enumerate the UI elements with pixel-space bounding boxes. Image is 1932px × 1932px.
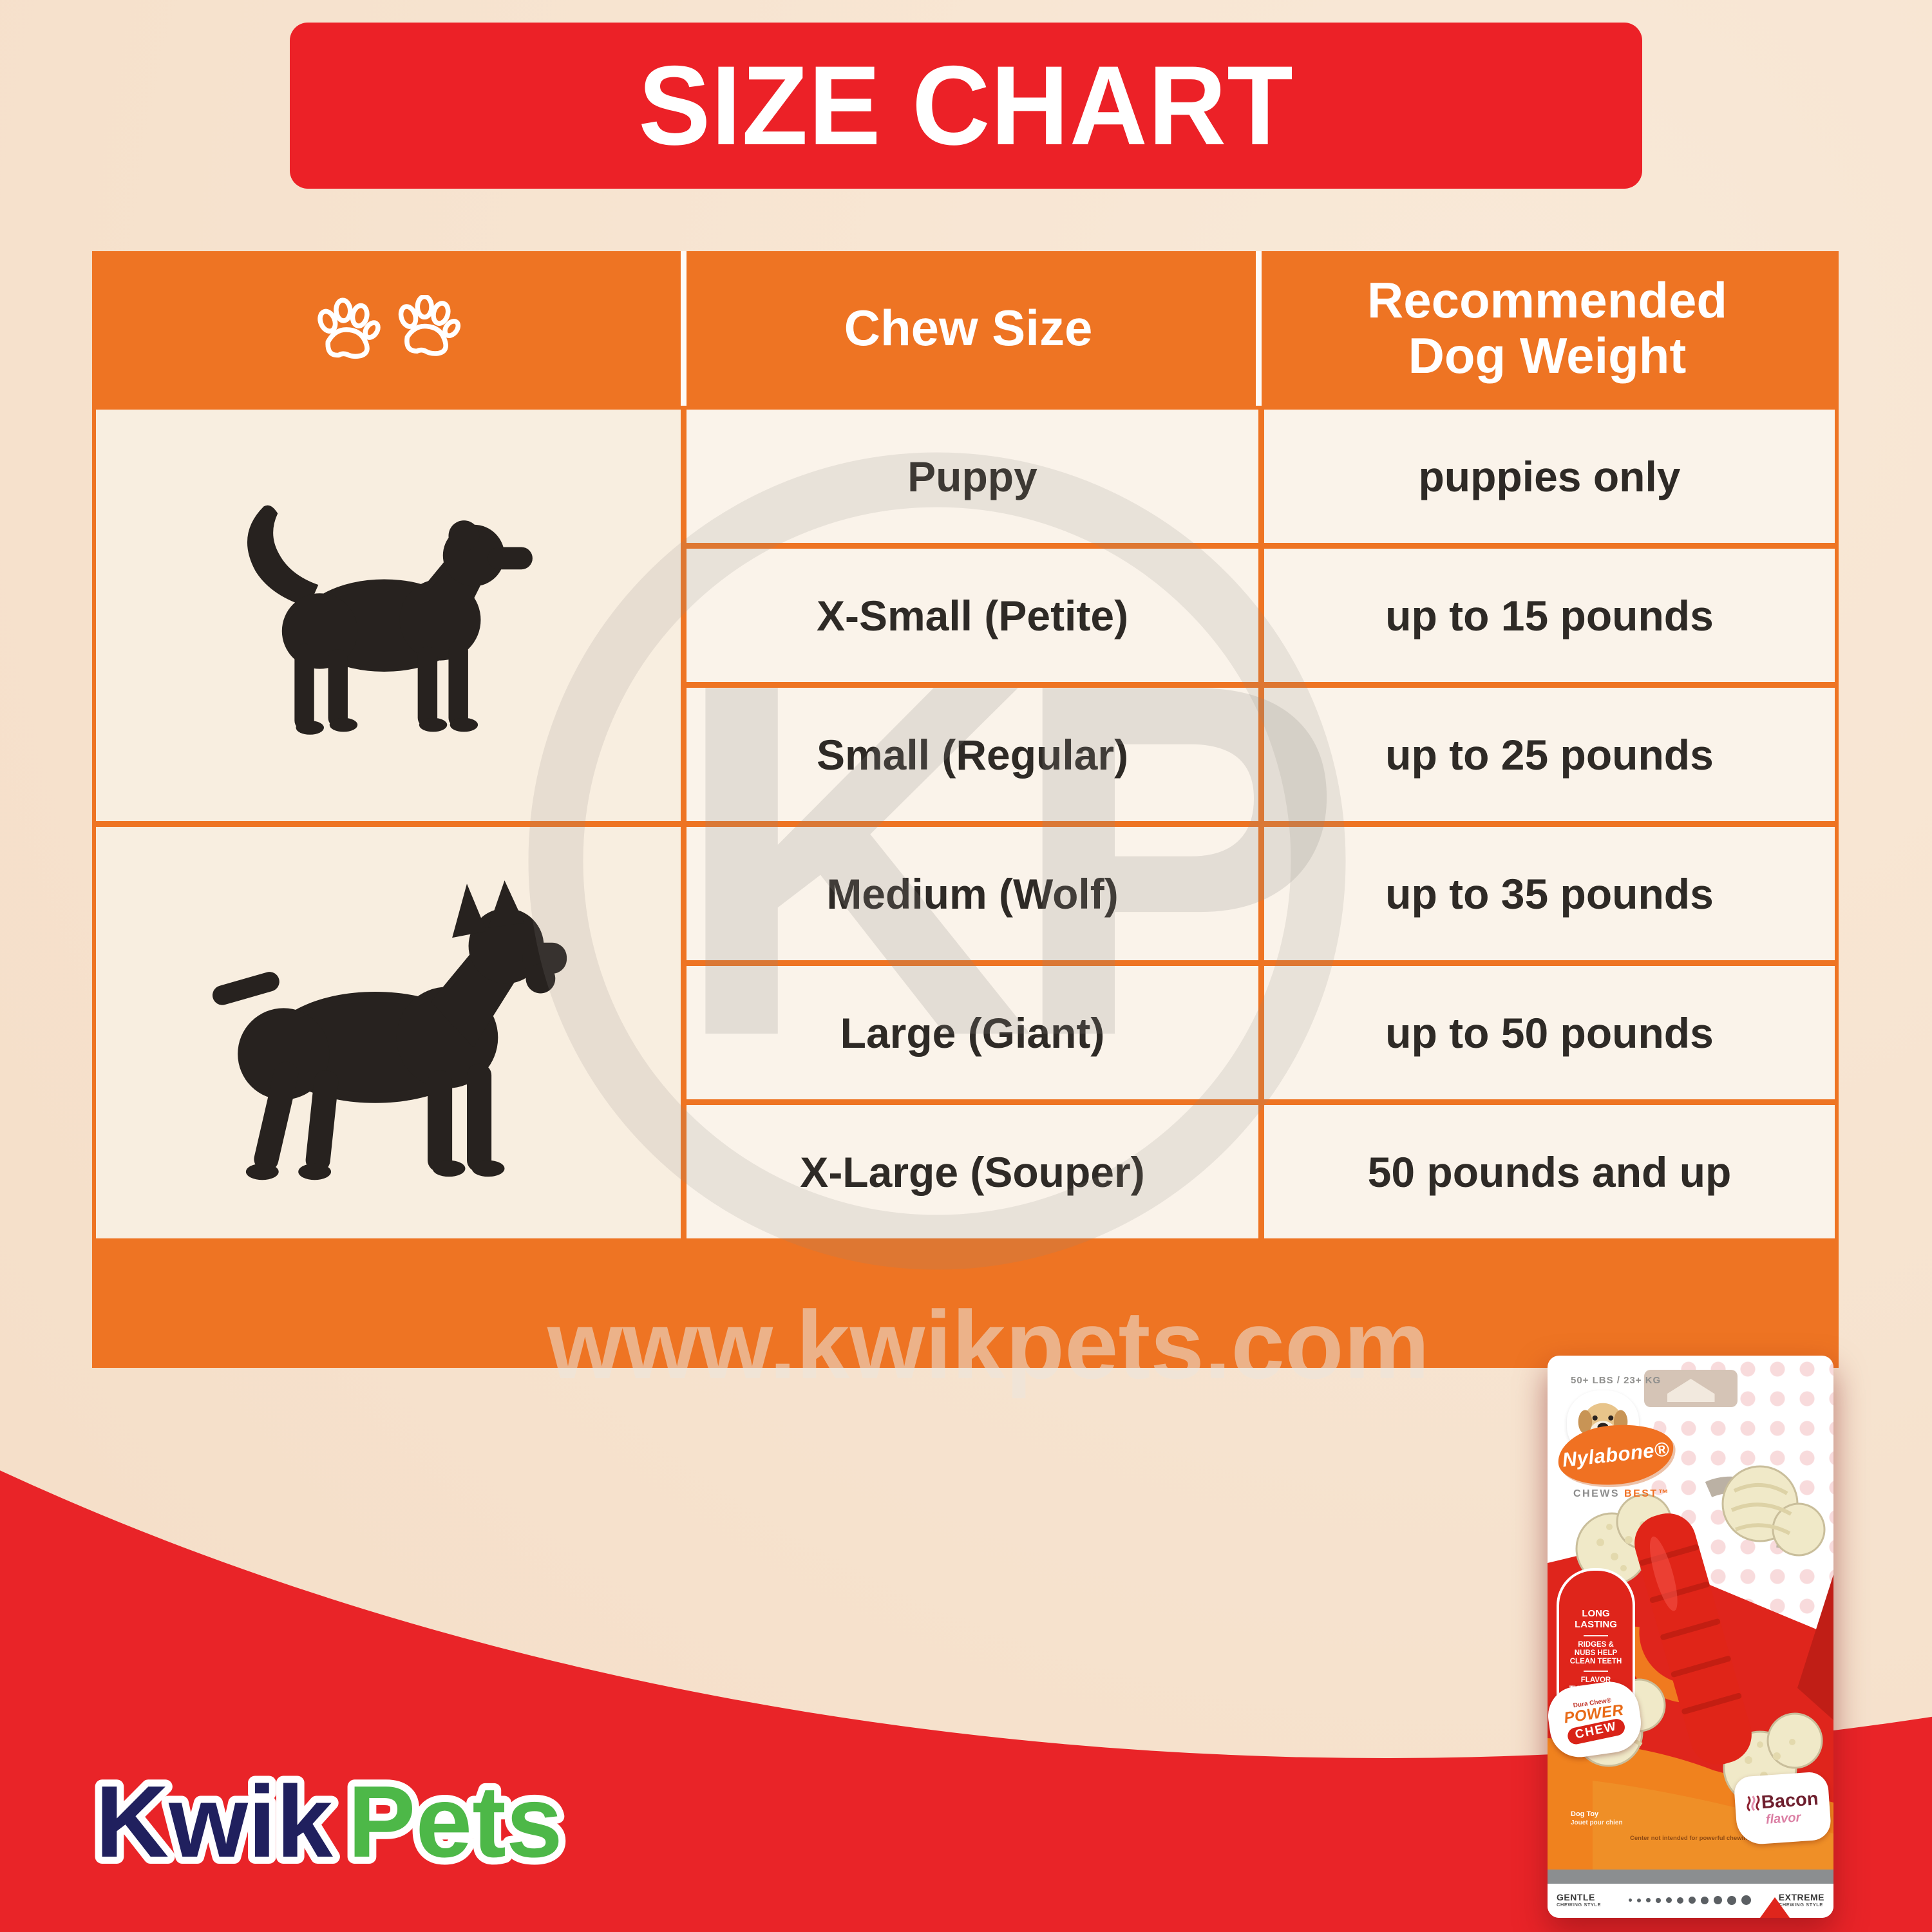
bacon-flavor-badge: Bacon flavor	[1733, 1771, 1832, 1846]
chew-size-cell: X-Large (Souper)	[687, 1105, 1258, 1238]
dog-weight-cell: up to 50 pounds	[1264, 966, 1835, 1099]
logo-pets: Pets	[348, 1765, 563, 1879]
table-header-row: Chew Size Recommended Dog Weight	[92, 251, 1839, 406]
gentle-label: GENTLE CHEWING STYLE	[1557, 1891, 1602, 1908]
title-banner: SIZE CHART	[290, 23, 1642, 189]
large-dog-icon	[212, 880, 567, 1180]
nylabone-product-card: 50+ LBS / 23+ KG Nylabone® CHEWS BEST™ L…	[1548, 1356, 1833, 1918]
logo-kwik: Kwik	[95, 1765, 334, 1879]
chew-scale-dots	[1628, 1895, 1751, 1905]
header-cell-paws	[92, 251, 681, 406]
bacon-label: Bacon	[1745, 1788, 1819, 1814]
bacon-strip-icon	[1747, 1795, 1760, 1812]
extreme-label: EXTREME CHEWING STYLE	[1778, 1891, 1824, 1908]
brand-tagline: CHEWS BEST™	[1573, 1488, 1671, 1499]
feature-long-lasting: LONG LASTING	[1575, 1608, 1617, 1630]
chewing-style-scale: GENTLE CHEWING STYLE EXTREME CHEWING STY…	[1548, 1882, 1833, 1918]
weight-rating-label: 50+ LBS / 23+ KG	[1571, 1375, 1662, 1386]
dog-weight-cell: up to 35 pounds	[1264, 827, 1835, 960]
chew-size-cell: Large (Giant)	[687, 966, 1258, 1099]
kwikpets-logo: Kwik Pets	[88, 1758, 570, 1886]
chew-size-cell: X-Small (Petite)	[687, 549, 1258, 682]
table-body: Puppy puppies only X-Small (Petite) up t…	[92, 406, 1839, 1238]
hang-hole	[1667, 1379, 1715, 1402]
size-chart-table: Chew Size Recommended Dog Weight	[92, 251, 1839, 1368]
header-cell-dog-weight: Recommended Dog Weight	[1367, 272, 1728, 384]
brand-name: Nylabone®	[1561, 1437, 1671, 1472]
dog-weight-cell: puppies only	[1264, 410, 1835, 543]
chew-size-cell: Small (Regular)	[687, 688, 1258, 821]
hang-tab	[1644, 1370, 1738, 1407]
dog-weight-cell: 50 pounds and up	[1264, 1105, 1835, 1238]
chew-size-cell: Medium (Wolf)	[687, 827, 1258, 960]
small-dog-icon	[247, 505, 533, 735]
chew-size-cell: Puppy	[687, 410, 1258, 543]
dog-toy-label: Dog Toy Jouet pour chien	[1571, 1810, 1623, 1826]
center-warning-note: Center not intended for powerful chewing	[1630, 1835, 1751, 1842]
scale-pointer	[1760, 1897, 1790, 1918]
feature-ridges-nubs: RIDGES & NUBS HELP CLEAN TEETH	[1569, 1640, 1622, 1666]
page-title: SIZE CHART	[638, 43, 1294, 169]
paw-icons	[317, 295, 460, 359]
header-cell-chew-size: Chew Size	[844, 299, 1093, 357]
small-dog-cell	[96, 410, 681, 821]
header-separator	[1256, 251, 1262, 406]
flavor-label: flavor	[1765, 1810, 1802, 1827]
dog-weight-cell: up to 25 pounds	[1264, 688, 1835, 821]
large-dog-cell	[96, 827, 681, 1238]
dog-weight-cell: up to 15 pounds	[1264, 549, 1835, 682]
header-separator	[681, 251, 687, 406]
